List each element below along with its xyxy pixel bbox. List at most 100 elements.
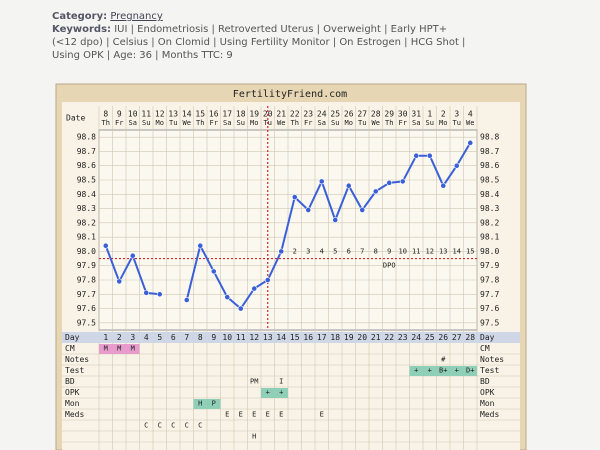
x-tick-label: 21: [276, 110, 286, 119]
y-tick-label-right: 98.3: [480, 204, 499, 213]
weekday-label: Tu: [358, 119, 366, 127]
dpo-number: 5: [333, 247, 337, 255]
temperature-point: [359, 207, 366, 213]
x-tick-label: 4: [468, 110, 473, 119]
y-tick-label-right: 97.7: [480, 290, 499, 299]
y-tick-label-right: 98.7: [480, 147, 499, 156]
row-entry: C: [144, 422, 148, 430]
y-tick-label-right: 97.9: [480, 261, 499, 270]
weekday-label: Fr: [115, 119, 123, 127]
weekday-label: Su: [426, 119, 434, 127]
y-tick-label-right: 98.4: [480, 190, 499, 199]
row-entry: M: [131, 345, 135, 353]
weekday-label: Su: [142, 119, 150, 127]
cycle-day: 27: [452, 333, 462, 342]
cycle-day: 5: [157, 333, 162, 342]
row-entry: P: [212, 400, 216, 408]
weekday-label: Mo: [345, 119, 353, 127]
temperature-point: [129, 252, 136, 259]
cycle-day: 12: [249, 333, 259, 342]
dpo-number: 2: [293, 247, 297, 255]
dpo-number: 9: [387, 247, 391, 255]
row-cell: [99, 344, 113, 354]
cycle-day: 17: [317, 333, 327, 342]
category-link[interactable]: Pregnancy: [110, 11, 163, 22]
row-entry: +: [279, 389, 283, 397]
weekday-label: Sa: [223, 119, 231, 127]
x-tick-label: 19: [249, 110, 259, 119]
x-tick-label: 8: [103, 110, 108, 119]
temperature-point: [237, 305, 244, 312]
x-tick-label: 10: [128, 110, 138, 119]
y-tick-label-right: 98.1: [480, 233, 499, 242]
weekday-label: We: [183, 119, 191, 127]
y-tick-label-right: 97.8: [480, 276, 499, 285]
row-entry: M: [117, 345, 121, 353]
row-entry: C: [185, 422, 189, 430]
row-cell: [423, 366, 437, 376]
temperature-point: [291, 194, 298, 201]
weekday-label: Th: [291, 119, 299, 127]
temperature-point: [467, 139, 474, 146]
row-label: Meds: [65, 410, 84, 419]
y-tick-label-right: 98.0: [480, 247, 499, 256]
x-tick-label: 1: [427, 110, 432, 119]
cycle-day: 24: [411, 333, 421, 342]
cycle-day: 25: [425, 333, 435, 342]
row-entry: E: [266, 411, 270, 419]
row-entry: C: [158, 422, 162, 430]
row-label: CM: [65, 344, 75, 353]
temperature-point: [197, 242, 204, 249]
y-tick-label: 98.1: [77, 233, 96, 242]
temperature-point: [413, 152, 420, 159]
y-tick-label: 98.6: [77, 161, 96, 170]
row-label-right: Notes: [480, 355, 504, 364]
cycle-day: 19: [344, 333, 354, 342]
x-tick-label: 3: [454, 110, 459, 119]
dpo-number: 3: [306, 247, 310, 255]
row-entry: E: [320, 411, 324, 419]
y-tick-label: 97.9: [77, 261, 96, 270]
dpo-number: 13: [439, 247, 447, 255]
row-cell: [436, 366, 450, 376]
weekday-label: Th: [196, 119, 204, 127]
row-label: Mon: [65, 399, 80, 408]
y-tick-label-right: 98.5: [480, 176, 499, 185]
row-entry: H: [252, 433, 256, 441]
row-cell: [450, 366, 464, 376]
temperature-point: [386, 179, 393, 186]
cycle-day: 7: [184, 333, 189, 342]
temperature-point: [224, 294, 231, 301]
weekday-label: We: [277, 119, 285, 127]
weekday-label: Tu: [169, 119, 177, 127]
y-tick-label: 97.8: [77, 276, 96, 285]
day-row: [62, 332, 520, 343]
y-tick-label-right: 98.8: [480, 133, 499, 142]
y-tick-label-right: 97.6: [480, 304, 499, 313]
weekday-label: Sa: [318, 119, 326, 127]
temperature-point: [116, 278, 123, 285]
row-cell: [274, 388, 288, 398]
y-tick-label: 97.6: [77, 304, 96, 313]
x-tick-label: 26: [344, 110, 354, 119]
weekday-label: Th: [385, 119, 393, 127]
weekday-label: Mo: [250, 119, 258, 127]
cycle-day: 14: [276, 333, 286, 342]
temperature-point: [453, 162, 460, 169]
x-tick-label: 28: [371, 110, 381, 119]
row-entry: E: [239, 411, 243, 419]
weekday-label: Su: [237, 119, 245, 127]
temperature-point: [332, 217, 339, 223]
temperature-point: [372, 188, 379, 195]
y-tick-label-right: 97.5: [480, 318, 499, 327]
y-tick-label: 98.2: [77, 218, 96, 227]
row-entry: E: [225, 411, 229, 419]
cycle-day: 9: [211, 333, 216, 342]
x-tick-label: 30: [398, 110, 408, 119]
weekday-label: Mo: [156, 119, 164, 127]
row-entry: E: [252, 411, 256, 419]
weekday-label: Fr: [399, 119, 407, 127]
row-label: Test: [65, 366, 84, 375]
row-entry: E: [279, 411, 283, 419]
